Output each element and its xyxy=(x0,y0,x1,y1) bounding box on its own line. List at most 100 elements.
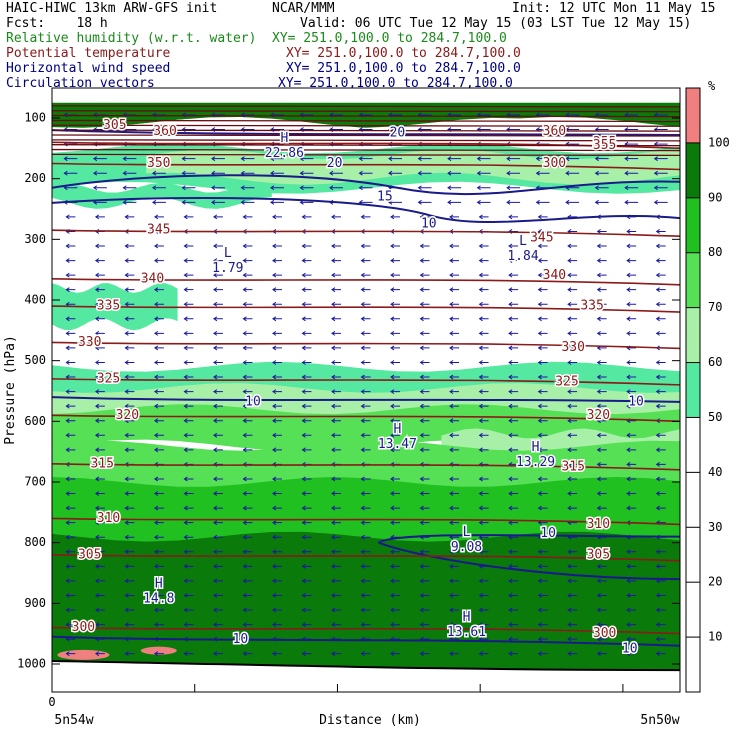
vector-arrow xyxy=(151,185,166,191)
vector-arrow xyxy=(626,229,637,234)
y-tick-label: 700 xyxy=(24,475,46,489)
vector-arrow xyxy=(153,578,164,584)
vector-arrow xyxy=(596,360,607,365)
vector-arrow xyxy=(419,607,430,613)
vector-arrow xyxy=(508,607,519,613)
vector-arrow xyxy=(272,418,282,424)
vector-arrow xyxy=(272,563,282,569)
vector-arrow xyxy=(242,534,253,540)
vector-arrow xyxy=(153,622,164,627)
x-right-label: 5n50w xyxy=(640,713,679,728)
vector-arrow xyxy=(417,199,432,205)
vector-arrow xyxy=(567,549,578,555)
vector-arrow xyxy=(331,505,341,511)
vector-arrow xyxy=(537,607,548,613)
vector-arrow xyxy=(94,360,105,365)
vector-arrow xyxy=(331,651,341,657)
vector-arrow xyxy=(153,374,164,380)
vector-arrow xyxy=(419,622,430,627)
vector-arrow xyxy=(417,156,432,162)
vector-arrow xyxy=(242,622,253,627)
vector-arrow xyxy=(655,607,666,613)
vector-arrow xyxy=(124,651,135,657)
vector-arrow xyxy=(655,389,666,395)
vector-arrow xyxy=(213,534,223,540)
vector-arrow xyxy=(242,563,253,569)
vector-arrow xyxy=(449,272,460,278)
vector-arrow xyxy=(153,403,164,409)
vector-arrow xyxy=(508,593,519,598)
vector-arrow xyxy=(213,593,223,598)
vector-arrow xyxy=(626,461,637,467)
vector-arrow xyxy=(567,491,578,496)
colorbar-swatch xyxy=(686,637,700,692)
vector-arrow xyxy=(301,563,312,569)
theta-label: 355 xyxy=(593,138,616,153)
vector-arrow xyxy=(567,651,578,657)
theta-contour-upper xyxy=(51,119,681,123)
rh-supersat-patch xyxy=(57,649,110,660)
vector-arrow xyxy=(124,301,135,307)
vector-arrow xyxy=(299,170,314,176)
vector-arrow xyxy=(626,403,637,409)
legend-wind-xy: XY= 251.0,100.0 to 284.7,100.0 xyxy=(286,61,521,76)
y-axis-title: Pressure (hPa) xyxy=(3,335,18,445)
vector-arrow xyxy=(567,505,578,511)
wind-speed-contours xyxy=(51,129,681,647)
vector-arrow xyxy=(390,549,401,555)
vector-arrow xyxy=(478,432,489,438)
vector-arrow xyxy=(626,622,637,627)
theta-label: 345 xyxy=(530,231,553,246)
vector-arrow xyxy=(272,214,282,220)
vector-arrow xyxy=(567,563,578,569)
vector-arrow xyxy=(331,520,341,526)
theta-contour-upper xyxy=(51,153,681,157)
theta-label: 320 xyxy=(587,408,610,423)
y-tick-label: 100 xyxy=(24,111,46,125)
vector-arrow xyxy=(508,622,519,627)
vector-arrow xyxy=(508,403,519,409)
vector-arrow xyxy=(537,389,548,395)
vector-arrow xyxy=(331,272,341,278)
vector-arrow xyxy=(183,243,194,249)
legend-rh-xy: XY= 251.0,100.0 to 284.7,100.0 xyxy=(272,31,507,46)
vector-arrow xyxy=(417,185,432,191)
vector-arrow xyxy=(301,243,312,249)
wind-label: 20 xyxy=(390,126,406,141)
theta-contour-315 xyxy=(51,463,681,471)
vector-arrow xyxy=(299,185,314,191)
vector-arrow xyxy=(94,491,105,496)
vector-arrow xyxy=(626,243,637,249)
vector-arrow xyxy=(331,447,341,453)
vector-arrow xyxy=(92,156,107,162)
vector-arrow xyxy=(419,418,430,424)
vector-arrow xyxy=(360,651,371,657)
vector-arrow xyxy=(360,549,371,555)
vector-arrow xyxy=(94,432,105,438)
theta-contour-330 xyxy=(51,341,681,350)
vector-arrow xyxy=(390,258,401,263)
vector-arrow xyxy=(537,447,548,453)
vector-arrow xyxy=(626,301,637,307)
vector-arrow xyxy=(242,520,253,526)
vector-arrow xyxy=(567,461,578,467)
vector-arrow xyxy=(655,316,666,322)
vector-arrow xyxy=(358,156,373,162)
vector-arrow xyxy=(508,243,519,249)
vector-arrow xyxy=(567,287,578,293)
surface-line xyxy=(51,659,681,672)
vector-arrow xyxy=(535,170,550,176)
vector-arrow xyxy=(596,549,607,555)
vector-arrow xyxy=(153,476,164,482)
extremum-value: 14.8 xyxy=(143,592,174,607)
vector-arrow xyxy=(331,301,341,307)
chart-title: HAIC-HIWC 13km ARW-GFS init xyxy=(6,1,218,16)
vector-arrow xyxy=(626,432,637,438)
extremum-mark: H xyxy=(393,422,401,437)
vector-arrow xyxy=(181,156,196,162)
vector-arrow xyxy=(535,156,550,162)
y-tick-label: 600 xyxy=(24,414,46,428)
colorbar-swatch xyxy=(686,88,700,143)
vector-arrow xyxy=(360,563,371,569)
